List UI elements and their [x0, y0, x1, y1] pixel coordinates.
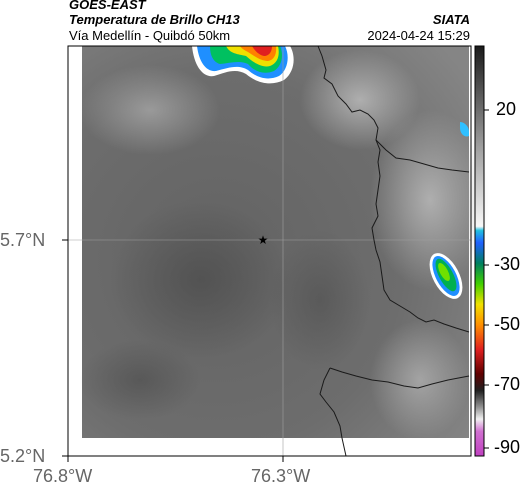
- colorbar-label: -30: [494, 254, 521, 274]
- cold-cloud-top-north: [192, 46, 294, 84]
- region-subtitle: Vía Medellín - Quibdó 50km: [69, 28, 231, 43]
- map-frame: [67, 45, 472, 457]
- boundary-lines: [317, 45, 470, 457]
- colorbar-label: -70: [494, 374, 521, 394]
- colorbar-label: -90: [494, 437, 521, 457]
- graticule: [68, 46, 471, 456]
- colorbar-label: -50: [494, 314, 521, 334]
- satellite-name: GOES-EAST: [69, 0, 146, 12]
- x-tick-label: 76.8°W: [33, 466, 93, 486]
- colorbar-ticks: [484, 109, 489, 449]
- x-tick-label: 76.3°W: [251, 466, 311, 486]
- timestamp-label: 2024-04-24 15:29: [367, 28, 470, 43]
- location-star-icon: ★: [258, 233, 269, 247]
- organization-label: SIATA: [432, 12, 470, 27]
- cloud-field: [80, 46, 490, 440]
- colorbar: [474, 45, 485, 457]
- y-tick-label: 5.7°N: [0, 230, 46, 250]
- y-tick-label: 5.2°N: [0, 446, 46, 466]
- axis-ticks: [62, 239, 284, 462]
- colorbar-label: 20: [496, 99, 517, 119]
- cold-cloud-top-east: [429, 122, 469, 299]
- product-title: Temperatura de Brillo CH13: [69, 12, 240, 27]
